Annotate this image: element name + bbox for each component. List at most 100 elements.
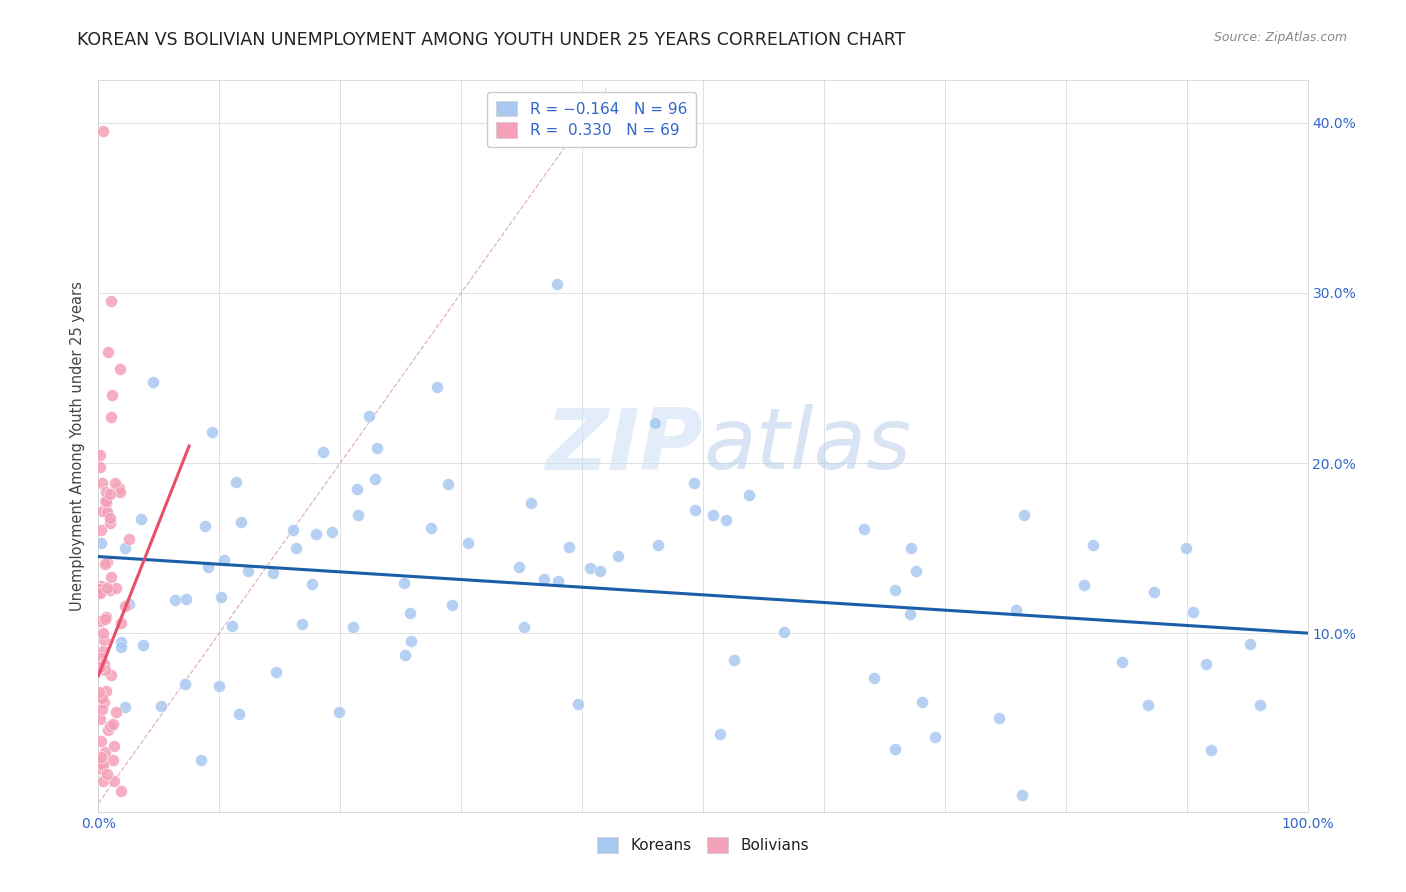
Point [1073,578,1095,592]
Point [96,767,118,781]
Point [328,706,350,720]
Point [103,773,125,788]
Point [90,579,112,593]
Point [91,504,114,518]
Point [93,745,115,759]
Point [346,482,368,496]
Point [589,564,612,578]
Point [229,516,252,530]
Point [190,753,212,767]
Point [89,712,111,726]
Point [94,683,117,698]
Point [96,581,118,595]
Point [301,576,323,591]
Point [100,410,122,425]
Point [714,513,737,527]
Point [567,697,589,711]
Point [281,523,304,537]
Point [100,570,122,584]
Point [89,449,111,463]
Point [96,505,118,519]
Point [208,679,231,693]
Point [96,610,118,624]
Point [426,380,449,394]
Point [131,638,153,652]
Point [89,614,111,628]
Point [1005,603,1028,617]
Point [94,496,117,510]
Point [321,524,343,539]
Point [1249,698,1271,713]
Point [852,522,875,536]
Point [90,651,112,665]
Point [97,723,120,737]
Point [89,586,111,600]
Point [1199,743,1222,757]
Point [578,561,600,575]
Point [419,521,441,535]
Point [100,486,122,500]
Point [108,485,131,500]
Point [1083,538,1105,552]
Point [399,634,422,648]
Point [93,643,115,657]
Point [103,739,125,754]
Point [110,784,132,798]
Point [911,695,934,709]
Point [94,494,117,508]
Point [114,699,136,714]
Point [1137,698,1160,712]
Point [392,575,415,590]
Point [285,541,308,555]
Point [363,472,385,486]
Point [738,487,761,501]
Point [884,742,907,756]
Point [114,599,136,613]
Point [457,535,479,549]
Point [311,445,333,459]
Point [150,699,173,714]
Point [90,476,112,491]
Point [91,124,114,138]
Point [197,560,219,574]
Point [163,593,186,607]
Point [101,388,124,402]
Point [101,753,124,767]
Point [212,553,235,567]
Point [174,677,197,691]
Point [264,665,287,680]
Point [90,535,112,549]
Point [238,565,260,579]
Point [1143,584,1166,599]
Point [97,345,120,359]
Point [90,523,112,537]
Point [773,624,796,639]
Point [110,640,132,654]
Text: Source: ZipAtlas.com: Source: ZipAtlas.com [1213,31,1347,45]
Point [194,518,217,533]
Point [96,506,118,520]
Point [1182,605,1205,619]
Point [100,668,122,682]
Point [513,620,536,634]
Point [118,598,141,612]
Point [91,626,114,640]
Point [110,635,132,649]
Point [89,660,111,674]
Point [93,633,115,648]
Point [905,564,928,578]
Point [709,726,731,740]
Point [129,512,152,526]
Point [100,511,122,525]
Text: ZIP: ZIP [546,404,703,488]
Point [89,460,111,475]
Point [105,581,128,595]
Point [225,475,247,489]
Point [683,503,706,517]
Point [399,606,422,620]
Point [863,671,886,685]
Point [702,508,724,523]
Point [547,574,569,588]
Point [342,620,364,634]
Point [90,734,112,748]
